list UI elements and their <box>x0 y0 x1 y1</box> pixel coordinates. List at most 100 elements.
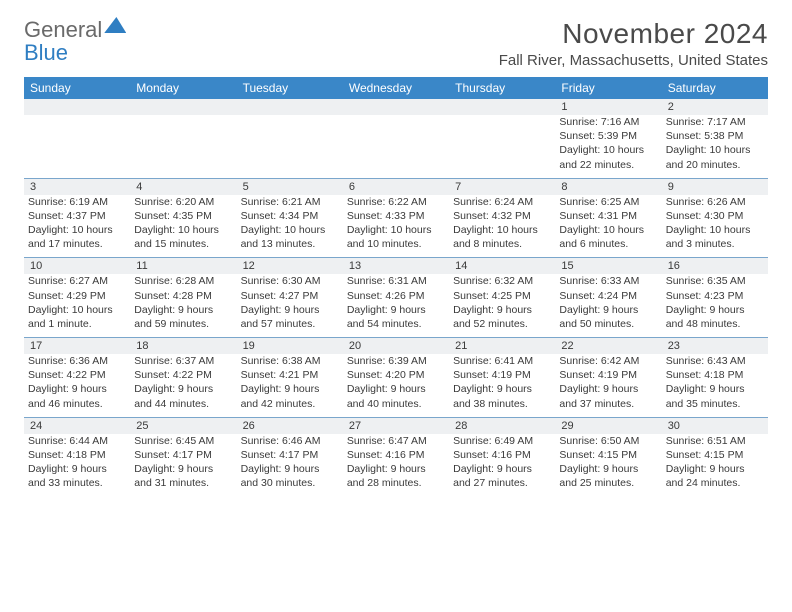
calendar-table: Sunday Monday Tuesday Wednesday Thursday… <box>24 77 768 496</box>
daylight-line: Daylight: 10 hours and 1 minute. <box>28 303 126 331</box>
daylight-line: Daylight: 9 hours and 30 minutes. <box>241 462 339 490</box>
page-header: General Blue November 2024 Fall River, M… <box>24 18 768 69</box>
day-number-cell: 9 <box>662 178 768 195</box>
sunrise-line: Sunrise: 6:39 AM <box>347 354 445 368</box>
daylight-line: Daylight: 9 hours and 50 minutes. <box>559 303 657 331</box>
daylight-line: Daylight: 10 hours and 10 minutes. <box>347 223 445 251</box>
day-number-row: 24252627282930 <box>24 417 768 434</box>
day-cell: Sunrise: 6:20 AMSunset: 4:35 PMDaylight:… <box>130 195 236 258</box>
title-block: November 2024 Fall River, Massachusetts,… <box>499 18 768 69</box>
sunset-line: Sunset: 4:29 PM <box>28 289 126 303</box>
day-cell: Sunrise: 6:46 AMSunset: 4:17 PMDaylight:… <box>237 434 343 497</box>
daylight-line: Daylight: 9 hours and 59 minutes. <box>134 303 232 331</box>
day-number-cell: 1 <box>555 99 661 115</box>
week-row: Sunrise: 6:44 AMSunset: 4:18 PMDaylight:… <box>24 434 768 497</box>
brand-logo: General Blue <box>24 18 126 64</box>
sunrise-line: Sunrise: 6:36 AM <box>28 354 126 368</box>
day-number-cell: 18 <box>130 338 236 355</box>
empty-cell <box>237 115 343 178</box>
dow-tuesday: Tuesday <box>237 77 343 99</box>
sunrise-line: Sunrise: 6:20 AM <box>134 195 232 209</box>
sunset-line: Sunset: 5:39 PM <box>559 129 657 143</box>
sunrise-line: Sunrise: 6:35 AM <box>666 274 764 288</box>
sunset-line: Sunset: 4:27 PM <box>241 289 339 303</box>
week-row: Sunrise: 6:27 AMSunset: 4:29 PMDaylight:… <box>24 274 768 337</box>
day-number-row: 17181920212223 <box>24 338 768 355</box>
daylight-line: Daylight: 9 hours and 33 minutes. <box>28 462 126 490</box>
sunrise-line: Sunrise: 6:43 AM <box>666 354 764 368</box>
sunrise-line: Sunrise: 6:44 AM <box>28 434 126 448</box>
day-number-cell <box>24 99 130 115</box>
sunrise-line: Sunrise: 6:45 AM <box>134 434 232 448</box>
sunset-line: Sunset: 4:23 PM <box>666 289 764 303</box>
sunrise-line: Sunrise: 6:50 AM <box>559 434 657 448</box>
dow-friday: Friday <box>555 77 661 99</box>
sunset-line: Sunset: 4:19 PM <box>453 368 551 382</box>
week-row: Sunrise: 6:36 AMSunset: 4:22 PMDaylight:… <box>24 354 768 417</box>
sunrise-line: Sunrise: 6:30 AM <box>241 274 339 288</box>
sunset-line: Sunset: 4:33 PM <box>347 209 445 223</box>
day-number-row: 10111213141516 <box>24 258 768 275</box>
daylight-line: Daylight: 9 hours and 48 minutes. <box>666 303 764 331</box>
day-number-cell: 14 <box>449 258 555 275</box>
day-number-cell: 27 <box>343 417 449 434</box>
day-number-cell: 15 <box>555 258 661 275</box>
sunset-line: Sunset: 4:20 PM <box>347 368 445 382</box>
sunrise-line: Sunrise: 6:42 AM <box>559 354 657 368</box>
day-cell: Sunrise: 6:25 AMSunset: 4:31 PMDaylight:… <box>555 195 661 258</box>
daylight-line: Daylight: 9 hours and 42 minutes. <box>241 382 339 410</box>
brand-word-2: Blue <box>24 40 68 65</box>
sunset-line: Sunset: 4:15 PM <box>666 448 764 462</box>
day-number-cell: 10 <box>24 258 130 275</box>
dow-sunday: Sunday <box>24 77 130 99</box>
day-cell: Sunrise: 6:41 AMSunset: 4:19 PMDaylight:… <box>449 354 555 417</box>
sunrise-line: Sunrise: 6:25 AM <box>559 195 657 209</box>
empty-cell <box>24 115 130 178</box>
day-cell: Sunrise: 7:17 AMSunset: 5:38 PMDaylight:… <box>662 115 768 178</box>
brand-word-1: General <box>24 17 102 42</box>
location-subtitle: Fall River, Massachusetts, United States <box>499 52 768 69</box>
flag-icon <box>104 17 126 33</box>
daylight-line: Daylight: 9 hours and 28 minutes. <box>347 462 445 490</box>
daylight-line: Daylight: 10 hours and 15 minutes. <box>134 223 232 251</box>
day-cell: Sunrise: 6:49 AMSunset: 4:16 PMDaylight:… <box>449 434 555 497</box>
day-number-cell: 5 <box>237 178 343 195</box>
day-number-row: 12 <box>24 99 768 115</box>
empty-cell <box>449 115 555 178</box>
daylight-line: Daylight: 9 hours and 38 minutes. <box>453 382 551 410</box>
day-number-cell: 21 <box>449 338 555 355</box>
day-cell: Sunrise: 6:36 AMSunset: 4:22 PMDaylight:… <box>24 354 130 417</box>
week-row: Sunrise: 6:19 AMSunset: 4:37 PMDaylight:… <box>24 195 768 258</box>
day-cell: Sunrise: 6:22 AMSunset: 4:33 PMDaylight:… <box>343 195 449 258</box>
sunset-line: Sunset: 4:19 PM <box>559 368 657 382</box>
empty-cell <box>343 115 449 178</box>
sunset-line: Sunset: 4:17 PM <box>241 448 339 462</box>
daylight-line: Daylight: 9 hours and 52 minutes. <box>453 303 551 331</box>
sunset-line: Sunset: 4:35 PM <box>134 209 232 223</box>
sunrise-line: Sunrise: 6:51 AM <box>666 434 764 448</box>
day-cell: Sunrise: 6:19 AMSunset: 4:37 PMDaylight:… <box>24 195 130 258</box>
calendar-page: General Blue November 2024 Fall River, M… <box>0 0 792 514</box>
daylight-line: Daylight: 10 hours and 6 minutes. <box>559 223 657 251</box>
daylight-line: Daylight: 9 hours and 24 minutes. <box>666 462 764 490</box>
dow-thursday: Thursday <box>449 77 555 99</box>
day-cell: Sunrise: 6:28 AMSunset: 4:28 PMDaylight:… <box>130 274 236 337</box>
sunrise-line: Sunrise: 6:38 AM <box>241 354 339 368</box>
sunrise-line: Sunrise: 6:19 AM <box>28 195 126 209</box>
sunrise-line: Sunrise: 6:47 AM <box>347 434 445 448</box>
day-cell: Sunrise: 6:51 AMSunset: 4:15 PMDaylight:… <box>662 434 768 497</box>
sunset-line: Sunset: 4:26 PM <box>347 289 445 303</box>
day-cell: Sunrise: 6:50 AMSunset: 4:15 PMDaylight:… <box>555 434 661 497</box>
sunrise-line: Sunrise: 6:31 AM <box>347 274 445 288</box>
sunrise-line: Sunrise: 6:37 AM <box>134 354 232 368</box>
daylight-line: Daylight: 10 hours and 20 minutes. <box>666 143 764 171</box>
day-cell: Sunrise: 6:35 AMSunset: 4:23 PMDaylight:… <box>662 274 768 337</box>
sunrise-line: Sunrise: 6:41 AM <box>453 354 551 368</box>
daylight-line: Daylight: 10 hours and 3 minutes. <box>666 223 764 251</box>
day-cell: Sunrise: 6:38 AMSunset: 4:21 PMDaylight:… <box>237 354 343 417</box>
day-number-cell: 19 <box>237 338 343 355</box>
day-number-cell: 29 <box>555 417 661 434</box>
day-number-cell: 4 <box>130 178 236 195</box>
day-cell: Sunrise: 6:31 AMSunset: 4:26 PMDaylight:… <box>343 274 449 337</box>
sunrise-line: Sunrise: 6:32 AM <box>453 274 551 288</box>
